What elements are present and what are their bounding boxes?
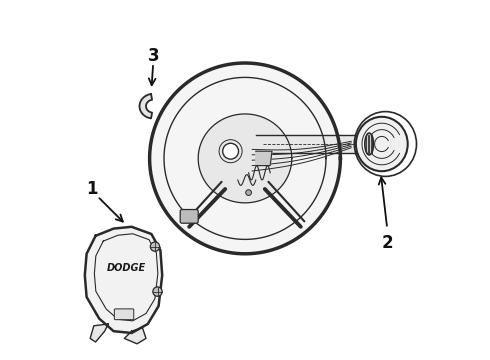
FancyBboxPatch shape [114, 309, 134, 320]
Polygon shape [124, 328, 146, 344]
Text: 2: 2 [381, 234, 393, 252]
Ellipse shape [365, 133, 373, 155]
Text: DODGE: DODGE [107, 263, 146, 273]
Polygon shape [149, 63, 341, 254]
Ellipse shape [356, 117, 408, 171]
Circle shape [153, 287, 162, 296]
Circle shape [245, 190, 251, 195]
Text: 1: 1 [86, 180, 98, 198]
Circle shape [150, 242, 160, 251]
Polygon shape [85, 227, 162, 333]
Polygon shape [140, 94, 152, 118]
Polygon shape [256, 151, 272, 166]
Polygon shape [90, 324, 108, 342]
FancyBboxPatch shape [180, 210, 198, 223]
Polygon shape [256, 135, 369, 153]
Text: 3: 3 [147, 47, 159, 65]
Polygon shape [198, 114, 292, 203]
Circle shape [222, 143, 239, 159]
